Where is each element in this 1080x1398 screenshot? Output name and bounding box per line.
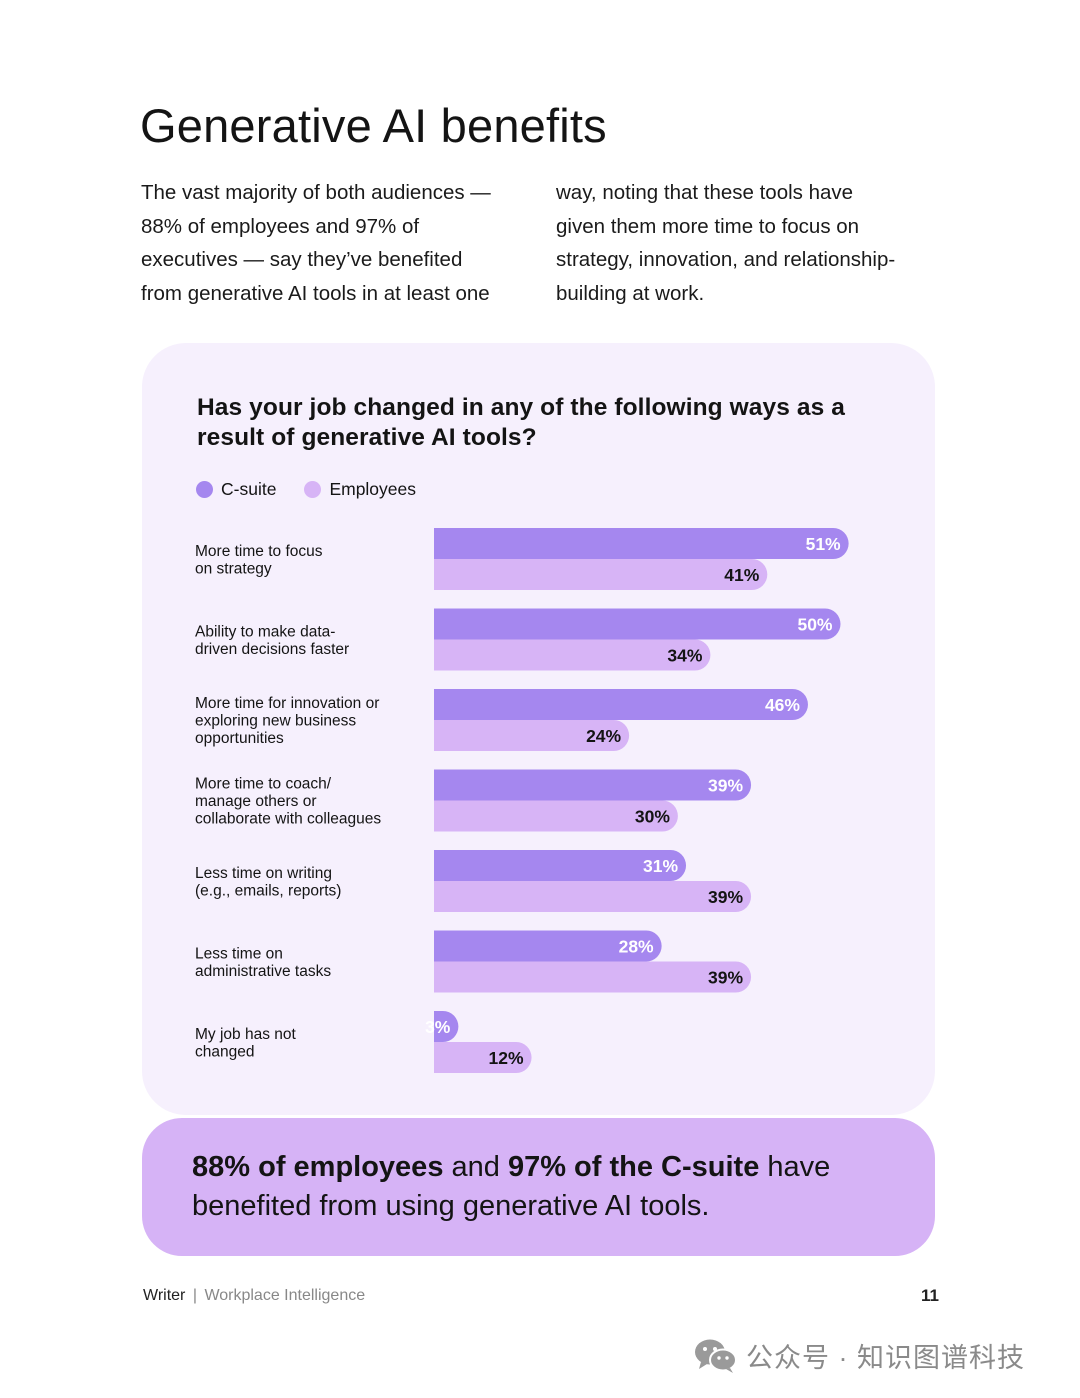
bar-employees <box>434 800 678 832</box>
category-label: Less time on writing (e.g., emails, repor… <box>195 865 341 900</box>
category-label-line: exploring new business <box>195 713 356 730</box>
data-label: 50% <box>797 615 832 635</box>
intro-line: way, noting that these tools have <box>556 181 854 204</box>
category-label-line: opportunities <box>195 730 284 747</box>
bar-csuite <box>434 930 662 962</box>
bar-employees <box>434 1042 532 1073</box>
bar-employees <box>434 559 768 590</box>
data-label: 46% <box>765 695 800 715</box>
intro-line: The vast majority of both audiences — <box>141 181 491 204</box>
legend-swatch-employees <box>304 481 322 498</box>
bar-employees <box>434 720 630 751</box>
intro-line: 88% of employees and 97% of <box>141 214 420 238</box>
category-label-line: More time to focus <box>195 543 323 560</box>
bar-chart: 51% 41% More time to focus on strategy 50% 34… <box>195 528 849 1073</box>
bar-group: 39% 30% More time to coach/manage others o… <box>195 769 752 832</box>
intro-line: building at work. <box>556 281 705 305</box>
footer-separator: | <box>192 1287 197 1304</box>
intro-line: from generative AI tools in at least one <box>141 281 490 305</box>
bar-csuite <box>434 608 841 640</box>
bar-csuite <box>434 769 752 801</box>
category-label-line: My job has not <box>195 1026 296 1043</box>
category-label-line: manage others or <box>195 793 317 810</box>
category-label-line: changed <box>195 1043 254 1060</box>
wechat-icon <box>695 1339 737 1373</box>
callout-box: 88% of employees and 97% of the C-suite … <box>142 1118 935 1256</box>
callout-bold-csuite: 97% of the C-suite <box>507 1151 760 1183</box>
bar-csuite <box>434 528 849 559</box>
data-label: 39% <box>708 887 743 907</box>
bar-group: 46% 24% More time for innovation or explori… <box>195 689 808 751</box>
category-label: More time for innovation or exploring new… <box>195 695 379 747</box>
callout-text-connector: and <box>443 1151 508 1183</box>
legend-item-employees: Employees <box>304 479 416 500</box>
data-label: 39% <box>708 968 743 988</box>
footer-subtitle: Workplace Intelligence <box>204 1287 366 1304</box>
data-label: 3% <box>425 1017 451 1037</box>
data-label: 28% <box>619 937 654 957</box>
callout-text: 88% of employees and 97% of the C-suite … <box>192 1148 912 1226</box>
intro-column-1: The vast majority of both audiences — 88… <box>141 176 491 310</box>
data-label: 39% <box>708 776 743 796</box>
bar-csuite <box>434 1011 459 1042</box>
bar-group: 3% 12% My job has not changed <box>195 1011 532 1073</box>
page-number: 11 <box>921 1286 939 1305</box>
category-label-line: driven decisions faster <box>195 641 349 658</box>
category-label: My job has not changed <box>195 1026 296 1061</box>
chart-card: Has your job changed in any of the follo… <box>142 343 935 1115</box>
legend-label-employees: Employees <box>329 479 417 499</box>
watermark-text: 公众号 · 知识图谱科技 <box>746 1343 1025 1373</box>
category-label-line: More time to coach/ <box>195 776 332 793</box>
data-label: 31% <box>643 856 678 876</box>
category-label-line: on strategy <box>195 560 272 577</box>
intro-line: given them more time to focus on <box>556 214 860 238</box>
category-label-line: Ability to make data- <box>195 623 335 640</box>
category-label-line: Less time on <box>195 945 283 962</box>
legend-item-csuite: C-suite <box>196 479 276 500</box>
intro-line: executives — say they’ve benefited <box>141 248 463 272</box>
legend-label-csuite: C-suite <box>221 479 277 499</box>
bar-employees <box>434 961 752 993</box>
category-label: Less time on administrative tasks <box>195 945 331 980</box>
footer-brand: Writer <box>143 1287 186 1304</box>
chart-title: Has your job changed in any of the follo… <box>197 394 845 451</box>
bar-employees <box>434 639 711 671</box>
intro-column-2: way, noting that these tools have given … <box>556 176 895 310</box>
bar-csuite <box>434 689 808 720</box>
data-label: 24% <box>586 726 621 746</box>
footer: Writer | Workplace Intelligence <box>143 1287 365 1305</box>
category-label: More time to focus on strategy <box>195 543 323 578</box>
category-label: Ability to make data-driven decisions fa… <box>195 623 349 658</box>
data-label: 34% <box>667 646 702 666</box>
category-label-line: administrative tasks <box>195 963 331 980</box>
legend-swatch-csuite <box>196 481 213 498</box>
bar-employees <box>434 881 752 912</box>
data-label: 51% <box>806 534 841 554</box>
data-label: 12% <box>489 1048 524 1068</box>
callout-bold-employees: 88% of employees <box>192 1151 444 1183</box>
intro-line: strategy, innovation, and relationship- <box>556 248 896 272</box>
category-label-line: More time for innovation or <box>195 695 379 712</box>
data-label: 30% <box>635 807 670 827</box>
category-label-line: (e.g., emails, reports) <box>195 882 341 899</box>
bar-group: 51% 41% More time to focus on strategy <box>195 528 849 590</box>
page-title: Generative AI benefits <box>140 99 607 152</box>
category-label-line: collaborate with colleagues <box>195 811 381 828</box>
chart-legend: C-suite Employees <box>196 479 444 500</box>
data-label: 41% <box>724 565 759 585</box>
bar-group: 31% 39% Less time on writing (e.g., emails,… <box>195 850 752 912</box>
category-label: More time to coach/manage others or colla… <box>195 776 381 828</box>
category-label-line: Less time on writing <box>195 865 332 882</box>
watermark: 公众号 · 知识图谱科技 <box>694 1336 1025 1375</box>
callout-text-rest: have benefited from using generative AI … <box>192 1151 831 1222</box>
bar-csuite <box>434 850 687 881</box>
bar-group: 50% 34% Ability to make data-driven decisi… <box>195 608 841 671</box>
bar-group: 28% 39% Less time on administrative tasks <box>195 930 752 993</box>
